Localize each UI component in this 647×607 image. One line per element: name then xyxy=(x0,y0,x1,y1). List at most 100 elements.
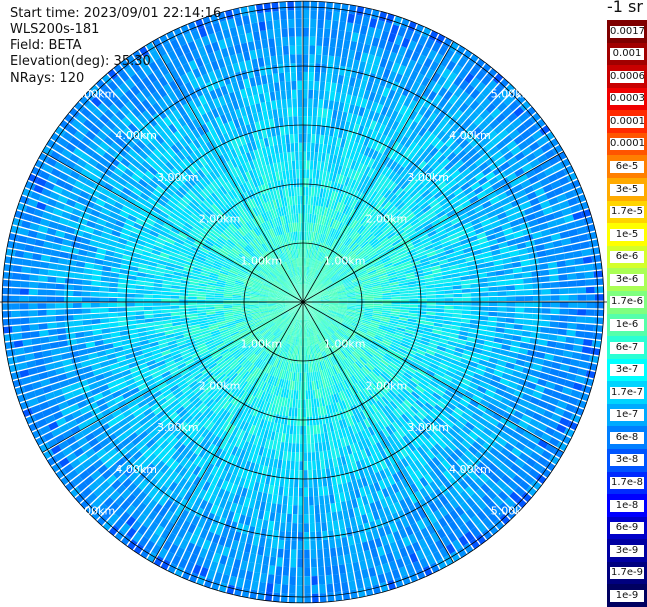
range-gate-cell xyxy=(537,194,548,203)
range-gate-cell xyxy=(404,107,413,118)
range-gate-cell xyxy=(373,171,381,181)
range-gate-cell xyxy=(470,218,481,226)
range-gate-cell xyxy=(453,309,463,314)
range-gate-cell xyxy=(363,108,370,119)
range-gate-cell xyxy=(420,379,430,387)
range-gate-cell xyxy=(486,191,497,200)
range-gate-cell xyxy=(344,31,352,41)
range-gate-cell xyxy=(367,330,376,336)
range-gate-cell xyxy=(336,242,343,251)
range-gate-cell xyxy=(423,98,433,109)
range-gate-cell xyxy=(470,283,480,288)
range-gate-cell xyxy=(481,246,491,254)
range-gate-cell xyxy=(453,289,462,294)
range-gate-cell xyxy=(314,282,322,290)
range-gate-cell xyxy=(354,247,362,255)
range-gate-cell xyxy=(582,339,593,347)
range-gate-cell xyxy=(328,291,338,295)
ray xyxy=(303,239,599,302)
range-gate-cell xyxy=(526,191,537,201)
range-gate-cell xyxy=(493,369,504,378)
ray xyxy=(303,73,504,302)
ray xyxy=(303,54,479,302)
range-gate-cell xyxy=(559,308,569,315)
range-gate-cell xyxy=(319,293,329,297)
range-gate-cell xyxy=(349,326,359,332)
range-gate-cell xyxy=(452,317,462,322)
range-gate-cell xyxy=(577,294,587,301)
range-gate-cell xyxy=(372,355,381,363)
range-gate-cell xyxy=(329,272,337,279)
range-gate-cell xyxy=(418,95,427,106)
range-gate-cell xyxy=(486,210,497,219)
range-gate-cell xyxy=(219,554,228,566)
range-gate-cell xyxy=(343,280,352,285)
range-gate-cell xyxy=(410,340,420,346)
range-gate-cell xyxy=(541,308,551,314)
range-gate-cell xyxy=(412,144,421,154)
range-gate-cell xyxy=(478,120,489,131)
range-gate-cell xyxy=(372,340,381,346)
range-gate-cell xyxy=(378,251,388,258)
range-gate-cell xyxy=(316,312,325,319)
range-gate-cell xyxy=(454,347,465,354)
range-gate-cell xyxy=(365,100,373,110)
range-gate-cell xyxy=(281,460,287,470)
range-gate-cell xyxy=(340,166,347,176)
range-gate-cell xyxy=(316,313,324,320)
range-gate-cell xyxy=(312,593,319,603)
range-gate-cell xyxy=(318,262,323,271)
range-gate-cell xyxy=(443,244,453,252)
range-gate-cell xyxy=(587,362,598,371)
range-gate-cell xyxy=(346,332,355,339)
range-gate-cell xyxy=(448,415,458,424)
range-gate-cell xyxy=(395,213,404,222)
ray xyxy=(303,131,555,302)
range-gate-cell xyxy=(403,67,413,78)
range-gate-cell xyxy=(314,270,319,279)
range-gate-cell xyxy=(504,83,515,95)
range-gate-cell xyxy=(460,238,470,246)
range-gate-cell xyxy=(464,251,474,258)
range-gate-cell xyxy=(548,327,559,335)
range-gate-cell xyxy=(311,300,321,302)
range-gate-cell xyxy=(414,328,424,334)
range-gate-cell xyxy=(400,192,409,202)
ray xyxy=(303,1,326,302)
range-gate-cell xyxy=(486,271,496,277)
range-gate-cell xyxy=(486,362,497,369)
range-gate-cell xyxy=(587,231,597,240)
range-gate-cell xyxy=(493,337,504,344)
range-gate-cell xyxy=(380,318,390,323)
range-gate-cell xyxy=(362,316,372,320)
range-gate-cell xyxy=(340,93,347,103)
range-gate-cell xyxy=(305,372,308,382)
range-gate-cell xyxy=(334,318,343,323)
range-gate-cell xyxy=(392,357,402,365)
range-gate-cell xyxy=(326,313,335,318)
ray xyxy=(303,172,578,302)
range-gate-cell xyxy=(311,297,321,301)
range-gate-cell xyxy=(389,253,399,260)
range-gate-cell xyxy=(482,345,493,352)
range-gate-cell xyxy=(496,236,507,244)
range-gate-cell xyxy=(367,167,375,178)
range-gate-cell xyxy=(485,103,497,114)
range-gate-cell xyxy=(390,374,400,382)
range-gate-cell xyxy=(407,348,417,355)
range-gate-cell xyxy=(307,267,311,276)
range-gate-cell xyxy=(418,35,428,46)
range-gate-cell xyxy=(416,228,426,236)
range-gate-cell xyxy=(303,293,306,302)
range-gate-cell xyxy=(347,268,356,274)
range-gate-cell xyxy=(389,318,399,322)
range-gate-cell xyxy=(383,136,391,147)
range-gate-cell xyxy=(306,399,309,409)
range-gate-cell xyxy=(414,24,425,35)
range-gate-cell xyxy=(558,281,569,288)
range-gate-cell xyxy=(336,329,345,337)
range-gate-cell xyxy=(306,285,311,294)
range-gate-cell xyxy=(446,344,456,351)
range-gate-cell xyxy=(308,98,313,108)
range-gate-cell xyxy=(311,304,320,308)
